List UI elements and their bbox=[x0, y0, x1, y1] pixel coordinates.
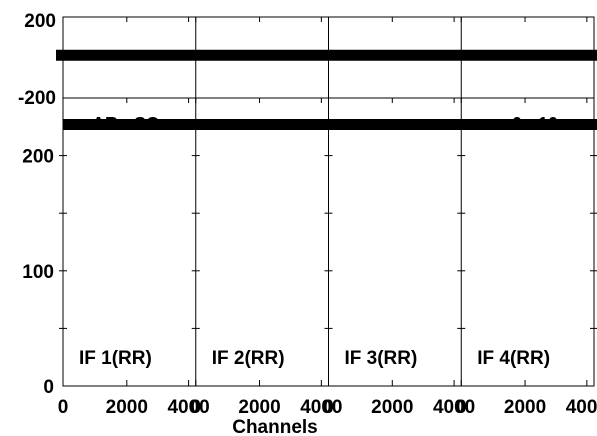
panel-label: IF 4(RR) bbox=[477, 348, 550, 369]
phase-axis: 200 -200 bbox=[18, 11, 56, 109]
phase-y-tick-label: 200 bbox=[24, 11, 56, 32]
amp-y-tick-label: 0 bbox=[43, 377, 54, 398]
x-tick-label: 0 bbox=[190, 397, 201, 418]
x-axis: 020004000020004000020004000020004000 bbox=[58, 17, 597, 418]
x-axis-label: Channels bbox=[232, 417, 318, 436]
panel-label: IF 1(RR) bbox=[79, 348, 152, 369]
amp-axis: 0 100 200 bbox=[22, 147, 597, 398]
phase-y-tick-label: -200 bbox=[18, 88, 56, 109]
panels: IF 1(RR) IF 2(RR) IF 3(RR) IF 4(RR) bbox=[79, 17, 550, 386]
x-tick-label: 0 bbox=[58, 397, 69, 418]
panel-label: IF 2(RR) bbox=[212, 348, 285, 369]
x-tick-label: 0 bbox=[323, 397, 334, 418]
x-tick-label: 2000 bbox=[371, 397, 413, 418]
panel-label: IF 3(RR) bbox=[345, 348, 418, 369]
x-tick-label: 2000 bbox=[238, 397, 280, 418]
x-tick-label: 4000 bbox=[433, 397, 475, 418]
x-tick-label: 2000 bbox=[504, 397, 546, 418]
x-tick-label: 4000 bbox=[566, 397, 597, 418]
x-tick-label: 2000 bbox=[106, 397, 148, 418]
x-tick-label: 0 bbox=[456, 397, 467, 418]
amp-y-tick-label: 200 bbox=[22, 147, 54, 168]
x-tick-label: 4000 bbox=[167, 397, 209, 418]
x-tick-label: 4000 bbox=[300, 397, 342, 418]
amp-y-tick-label: 100 bbox=[22, 262, 54, 283]
